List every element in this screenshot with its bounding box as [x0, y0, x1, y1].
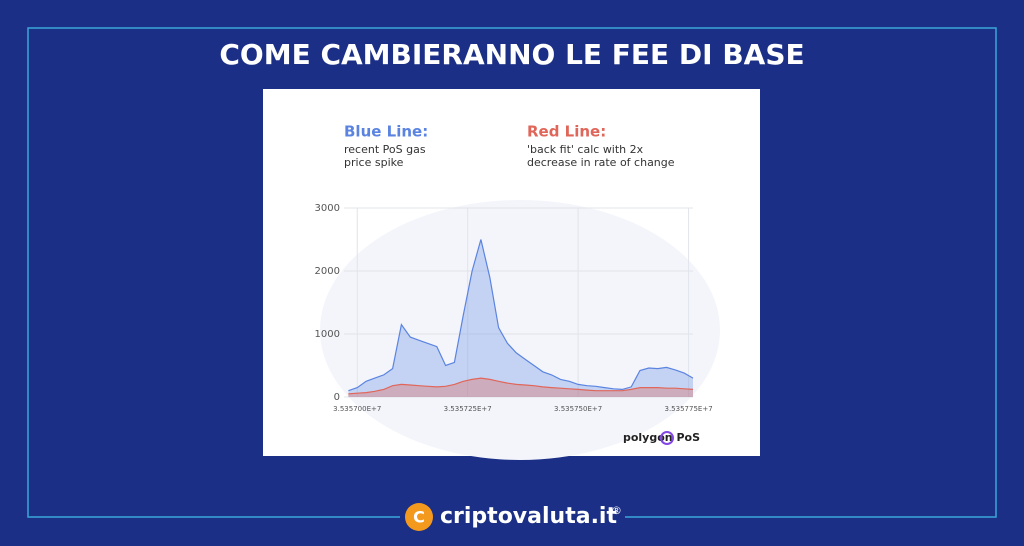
x-tick-label: 3.535750E+7: [554, 405, 602, 413]
x-tick-label: 3.535700E+7: [333, 405, 381, 413]
brand-site: criptovaluta.it: [440, 504, 617, 529]
legend-label: Red Line:: [527, 123, 606, 141]
legend-note: recent PoS gas: [344, 143, 426, 156]
glow: [320, 200, 720, 460]
series-line: [348, 239, 694, 392]
legend-note: decrease in rate of change: [527, 156, 675, 169]
legend-label: Blue Line:: [344, 123, 428, 141]
brand-icon-glyph: C: [413, 508, 425, 527]
frame: [27, 27, 997, 518]
x-tick-label: 3.535775E+7: [665, 405, 713, 413]
y-tick-label: 2000: [315, 266, 340, 277]
polygon-icon: [660, 431, 674, 445]
page-title: COME CAMBIERANNO LE FEE DI BASE: [219, 38, 804, 71]
brand-icon: [405, 503, 433, 531]
legend-note: price spike: [344, 156, 404, 169]
brand-mark: ®: [611, 504, 622, 517]
x-tick-label: 3.535725E+7: [444, 405, 492, 413]
y-tick-label: 0: [334, 392, 340, 403]
series-line: [348, 377, 694, 395]
area-fill: [348, 378, 693, 397]
y-tick-label: 3000: [315, 203, 340, 214]
y-tick-label: 1000: [315, 329, 340, 340]
area-fill: [348, 239, 693, 397]
legend-note: 'back fit' calc with 2x: [527, 143, 644, 156]
